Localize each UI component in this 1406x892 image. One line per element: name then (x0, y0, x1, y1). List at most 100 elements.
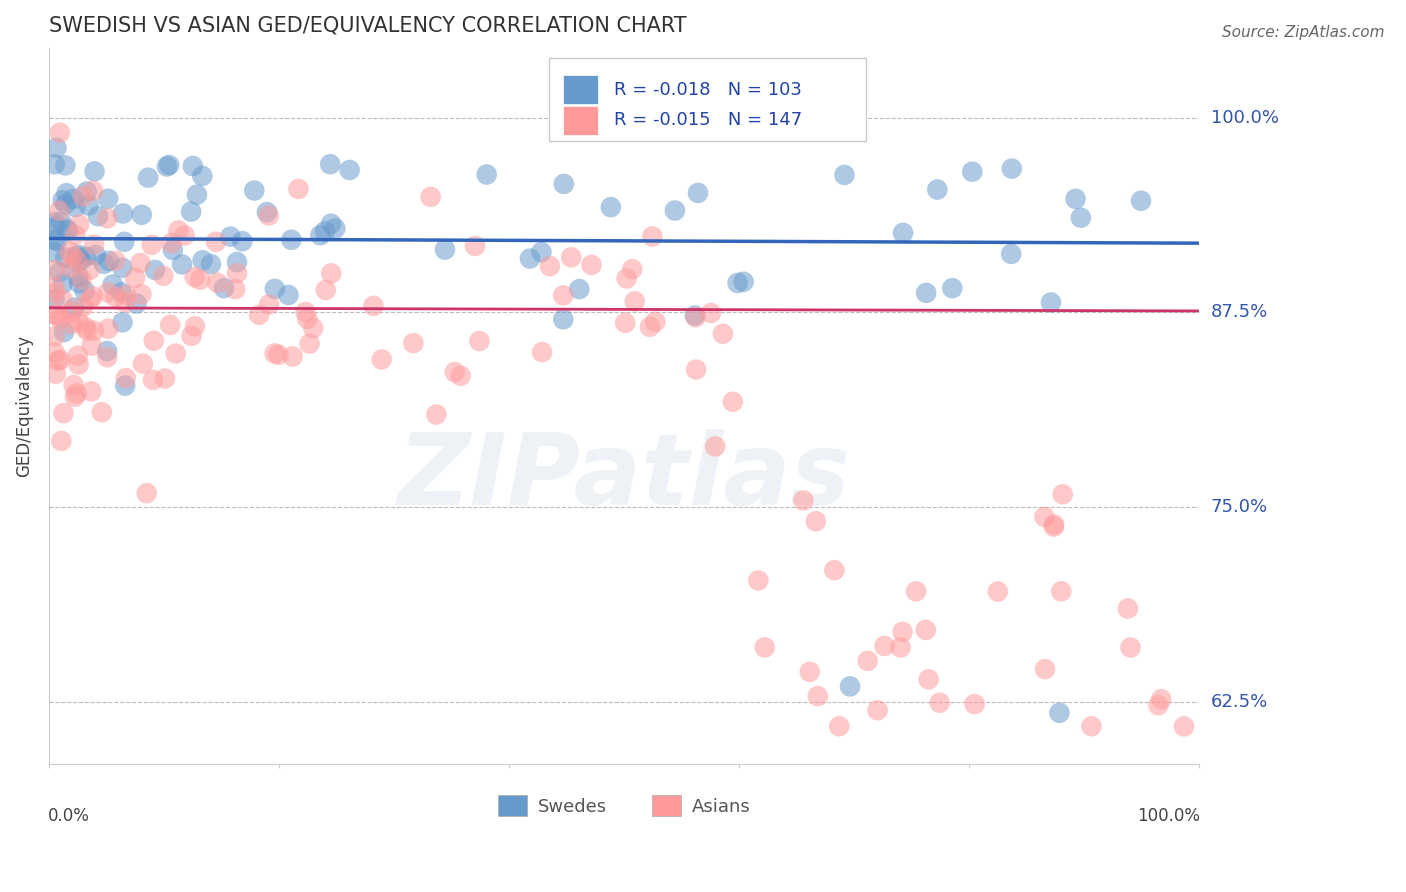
Point (733, 275, 755, 289)
FancyBboxPatch shape (564, 76, 598, 104)
Point (297, 311, 319, 326)
Point (60, 318, 83, 332)
Point (173, 228, 195, 243)
Text: Source: ZipAtlas.com: Source: ZipAtlas.com (1222, 25, 1385, 40)
Point (53, 325, 76, 339)
Point (84, 248, 107, 262)
Point (62, 378, 84, 392)
Text: R = -0.018   N = 103: R = -0.018 N = 103 (614, 81, 801, 99)
Point (641, 229, 664, 244)
Point (142, 373, 165, 387)
Point (257, 209, 280, 223)
Point (664, 203, 686, 218)
Point (93, 257, 115, 271)
Point (704, 439, 727, 453)
Point (1130, 194, 1153, 208)
Point (69, 253, 91, 268)
Point (76, 185, 98, 199)
Point (200, 257, 222, 271)
Point (191, 169, 214, 183)
Point (686, 186, 709, 200)
Point (44, 329, 66, 343)
Point (77, 198, 100, 212)
Point (96, 344, 118, 359)
Point (186, 187, 208, 202)
Point (433, 243, 456, 257)
Point (927, 183, 949, 197)
Point (80, 384, 103, 399)
Point (873, 639, 896, 653)
Point (75, 320, 97, 334)
Point (839, 679, 862, 693)
Point (866, 703, 889, 717)
Point (212, 281, 235, 295)
Point (425, 408, 447, 422)
Point (188, 273, 211, 287)
Point (530, 245, 553, 260)
Point (82, 289, 104, 303)
Point (58, 224, 80, 238)
Point (683, 309, 706, 323)
Point (219, 229, 242, 244)
Point (277, 288, 299, 302)
Point (46, 353, 69, 368)
Point (1064, 192, 1087, 206)
Point (63, 390, 86, 404)
Point (114, 378, 136, 392)
Point (834, 168, 856, 182)
Point (962, 164, 984, 178)
Text: 62.5%: 62.5% (1211, 693, 1268, 711)
Point (75, 250, 97, 264)
Point (52, 406, 75, 420)
Point (553, 312, 575, 326)
Text: SWEDISH VS ASIAN GED/EQUIVALENCY CORRELATION CHART: SWEDISH VS ASIAN GED/EQUIVALENCY CORRELA… (49, 15, 686, 35)
Point (49, 312, 72, 326)
Point (52, 293, 75, 307)
Point (44, 345, 66, 359)
Point (183, 270, 205, 285)
Point (685, 362, 707, 376)
Point (621, 262, 644, 277)
Point (62, 192, 84, 206)
Point (59, 260, 82, 275)
Point (184, 319, 207, 334)
Text: 100.0%: 100.0% (1137, 807, 1201, 825)
Point (1033, 662, 1056, 676)
Point (67, 248, 90, 262)
Point (70, 272, 93, 286)
Point (55, 158, 77, 172)
Point (55, 186, 77, 201)
Point (156, 160, 179, 174)
Point (531, 345, 554, 359)
Point (114, 295, 136, 310)
Point (63, 301, 86, 315)
Point (67, 276, 90, 290)
Point (129, 256, 152, 270)
Point (66, 250, 89, 264)
Point (82, 184, 104, 198)
Point (987, 584, 1010, 599)
Point (67, 218, 90, 232)
Point (475, 168, 498, 182)
Point (226, 255, 249, 269)
Point (49, 215, 72, 229)
Point (44, 233, 66, 247)
Point (890, 640, 912, 655)
Point (614, 316, 637, 330)
Text: ZIPatlas: ZIPatlas (398, 429, 851, 526)
Point (96, 211, 118, 226)
Point (963, 697, 986, 711)
Point (44, 285, 66, 300)
Point (321, 267, 343, 281)
Point (581, 258, 603, 272)
Point (700, 306, 723, 320)
Point (807, 689, 830, 703)
Point (247, 308, 270, 322)
Point (917, 673, 939, 687)
Point (44, 280, 66, 294)
Text: 100.0%: 100.0% (1211, 109, 1278, 127)
Point (443, 365, 465, 379)
Point (294, 305, 316, 319)
Point (167, 223, 190, 237)
Point (143, 263, 166, 277)
